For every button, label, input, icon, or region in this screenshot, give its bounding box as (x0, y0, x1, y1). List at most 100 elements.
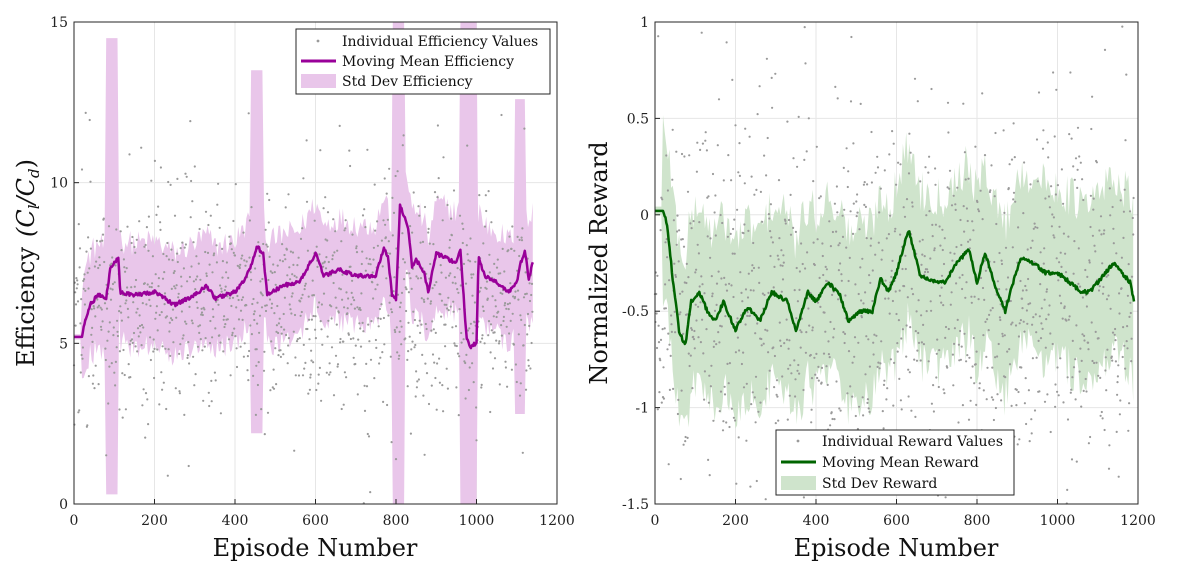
data-point (878, 211, 881, 214)
data-point (999, 318, 1002, 322)
data-point (359, 308, 362, 312)
data-point (481, 334, 484, 337)
data-point (895, 183, 898, 186)
data-point (897, 161, 900, 164)
data-point (747, 229, 750, 232)
data-point (815, 352, 818, 355)
data-point (914, 415, 917, 418)
data-point (825, 365, 828, 368)
data-point (853, 336, 857, 339)
data-point (920, 314, 923, 317)
data-point (355, 247, 358, 250)
data-point (518, 254, 521, 258)
data-point (1098, 285, 1101, 288)
reward-chart: 0 200 400 600 800 1000 1200 -1.5-1-0.500.51 Ep… (585, 15, 1156, 562)
data-point (832, 336, 835, 339)
data-point (431, 287, 434, 290)
data-point (960, 243, 963, 247)
data-point (905, 198, 909, 201)
data-point (895, 312, 898, 316)
data-point (1070, 458, 1074, 461)
data-point (926, 270, 930, 274)
data-point (668, 343, 671, 346)
data-point (666, 189, 670, 192)
data-point (366, 432, 369, 436)
data-point (1023, 330, 1026, 333)
data-point (94, 364, 97, 367)
data-point (404, 337, 407, 340)
data-point (264, 228, 267, 231)
data-point (1023, 402, 1026, 405)
data-point (280, 325, 283, 329)
data-point (170, 248, 173, 251)
data-point (504, 366, 507, 369)
data-point (187, 341, 190, 344)
data-point (726, 362, 729, 365)
data-point (185, 175, 188, 178)
data-point (457, 414, 460, 417)
data-point (903, 285, 906, 288)
data-point (376, 244, 379, 247)
data-point (104, 358, 107, 362)
data-point (795, 266, 798, 270)
data-point (837, 298, 840, 301)
data-point (403, 278, 406, 281)
data-point (1118, 413, 1121, 416)
data-point (222, 318, 225, 321)
data-point (816, 376, 819, 380)
data-point (212, 315, 215, 318)
data-point (412, 310, 415, 313)
data-point (978, 382, 981, 385)
data-point (312, 361, 315, 364)
data-point (167, 258, 171, 261)
data-point (737, 171, 740, 174)
data-point (1130, 275, 1134, 278)
data-point (265, 304, 268, 307)
data-point (695, 170, 699, 173)
data-point (293, 313, 297, 317)
data-point (889, 358, 893, 361)
data-point (281, 243, 284, 246)
data-point (827, 353, 831, 356)
data-point (203, 308, 206, 311)
data-point (85, 250, 88, 253)
data-point (150, 179, 153, 182)
data-point (1021, 289, 1024, 292)
data-point (1017, 335, 1021, 338)
data-point (900, 408, 903, 411)
data-point (954, 208, 957, 211)
data-point (753, 396, 756, 399)
data-point (976, 200, 979, 204)
data-point (178, 352, 181, 355)
data-point (478, 194, 481, 197)
data-point (208, 404, 211, 408)
data-point (483, 342, 486, 345)
data-point (961, 404, 965, 407)
data-point (887, 233, 891, 236)
data-point (894, 290, 897, 293)
data-point (860, 316, 864, 319)
data-point (214, 379, 217, 382)
data-point (1092, 197, 1095, 200)
data-point (90, 333, 93, 336)
data-point (250, 206, 253, 209)
data-point (498, 340, 501, 343)
data-point (955, 245, 958, 249)
data-point (918, 240, 921, 243)
data-point (354, 362, 357, 366)
data-point (293, 274, 296, 277)
data-point (128, 343, 131, 346)
data-point (1040, 322, 1043, 325)
data-point (276, 304, 279, 308)
data-point (928, 210, 931, 213)
data-point (142, 326, 145, 329)
data-point (309, 376, 312, 379)
data-point (299, 300, 302, 303)
data-point (409, 225, 412, 228)
data-point (122, 348, 125, 352)
data-point (284, 206, 287, 209)
data-point (813, 356, 816, 359)
data-point (876, 365, 879, 368)
data-point (1023, 161, 1026, 164)
data-point (677, 398, 680, 401)
